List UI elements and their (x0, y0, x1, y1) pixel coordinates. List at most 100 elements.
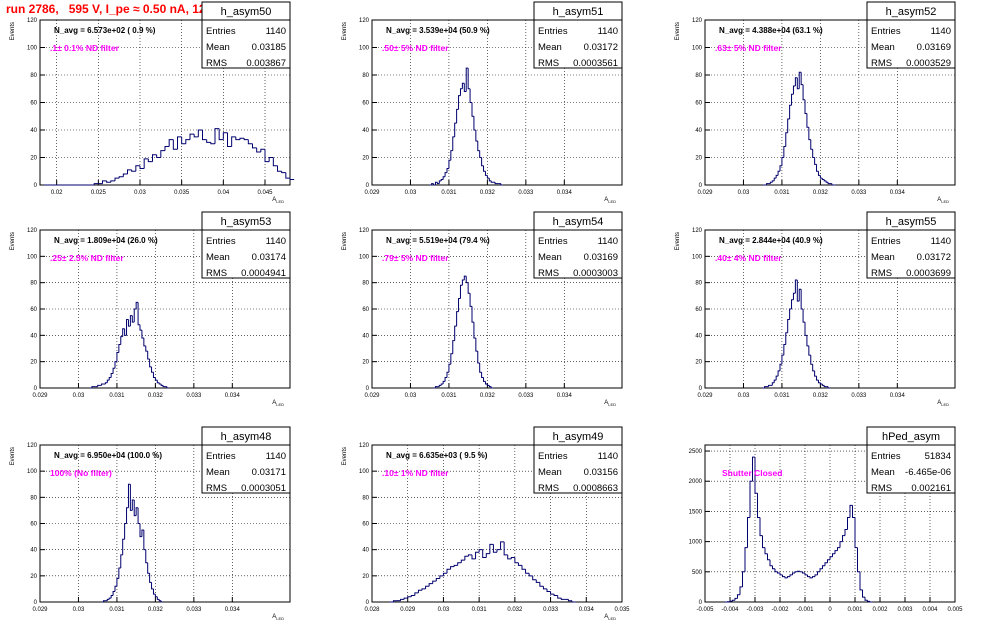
histogram-bin (122, 328, 125, 337)
stats-key: Mean (871, 42, 895, 53)
stats-value: 1140 (266, 26, 286, 37)
histogram-bin (428, 583, 433, 587)
x-tick-label: 0.029 (364, 190, 380, 196)
histogram-bin (475, 130, 478, 142)
histogram-bin (806, 335, 809, 347)
histogram-bin (118, 567, 121, 579)
y-axis-title: Events (10, 232, 16, 250)
histogram-h_asym50: 0.02 0.025 0.03 0.035 0.04 0.045 0 20 40 60 80 100 1… (10, 1, 295, 204)
histogram-bin (164, 146, 170, 151)
n-avg-label: N_avg = 6.573e+02 ( 0.9 %) (54, 26, 156, 35)
x-tick-label: 0.03 (738, 190, 750, 196)
histogram-bin (91, 386, 94, 388)
histogram-bin (822, 565, 825, 569)
y-tick-label: 0 (34, 600, 38, 606)
histogram-bin (151, 366, 154, 373)
histogram-bin (454, 325, 457, 341)
histogram-bin (145, 345, 148, 352)
histogram-bin (507, 554, 512, 560)
histogram-bin (494, 182, 497, 185)
histogram-bin (742, 571, 745, 587)
histogram-bin (787, 576, 790, 578)
stats-key: Mean (206, 42, 230, 53)
stats-box (201, 19, 291, 69)
histogram-bin (139, 523, 142, 538)
stats-value: 0.03171 (252, 467, 286, 478)
histogram-bin (819, 568, 823, 572)
x-tick-label: 0.034 (225, 607, 241, 613)
y-tick-label: 0 (699, 183, 703, 189)
stats-key: RMS (871, 483, 892, 494)
histogram-bin (101, 383, 104, 386)
x-tick-label: 0.033 (518, 190, 534, 196)
histogram-bin (114, 177, 120, 181)
x-tick-label: 0.034 (557, 393, 573, 399)
histogram-bin (141, 529, 144, 537)
x-axis-title: ALED (272, 400, 284, 407)
histogram-bin (792, 292, 796, 300)
histogram-bin (488, 178, 492, 182)
x-axis-title: ALED (604, 400, 616, 407)
n-avg-label: N_avg = 3.539e+04 (50.9 %) (386, 26, 490, 35)
y-tick-label: 60 (362, 307, 369, 313)
histogram-bin (116, 351, 119, 362)
histogram-bin (844, 529, 848, 536)
histogram-bin (807, 574, 810, 578)
y-tick-label: 60 (695, 101, 702, 107)
histogram-bin (454, 122, 457, 137)
x-axis-title: ALED (272, 197, 284, 204)
y-tick-label: 40 (30, 333, 37, 339)
histogram-bin (481, 157, 484, 167)
y-tick-label: 60 (30, 101, 37, 107)
x-tick-label: 0.032 (148, 393, 164, 399)
stats-key: Mean (538, 42, 562, 53)
stats-value: 1140 (598, 451, 618, 462)
histogram-bin (231, 136, 236, 147)
histogram-bin (459, 88, 463, 96)
histogram-bin (814, 370, 817, 377)
histogram-bin (440, 179, 444, 181)
x-tick-label: 0.045 (257, 190, 273, 196)
stats-title: hPed_asym (882, 431, 940, 443)
histogram-bin (782, 574, 785, 578)
histogram-bin (852, 505, 855, 518)
histogram-bin (222, 132, 228, 140)
histogram-bin (425, 585, 430, 589)
histogram-bin (469, 88, 472, 103)
stats-box (866, 229, 956, 279)
x-tick-label: 0.034 (557, 190, 573, 196)
histogram-bin (485, 553, 490, 558)
y-tick-label: 120 (27, 18, 38, 24)
histogram-bin (193, 134, 199, 138)
histogram-bin (102, 600, 106, 602)
histogram-bin (732, 599, 735, 602)
histogram-bin (784, 576, 788, 579)
stats-value: 1140 (598, 236, 618, 247)
histogram-bin (771, 382, 775, 386)
x-tick-label: 0.032 (480, 393, 496, 399)
histogram-bin (842, 535, 845, 542)
filter-label: .40± 4% ND filter (715, 253, 782, 263)
histogram-bin (859, 571, 863, 591)
histogram-bin (791, 93, 794, 106)
stats-key: RMS (871, 268, 892, 279)
histogram-bin (553, 594, 558, 596)
stats-key: Entries (538, 26, 568, 37)
histogram-bin (812, 149, 815, 158)
x-tick-label: 0.031 (109, 393, 125, 399)
histogram-bin (471, 306, 474, 323)
histogram-bin (202, 130, 207, 141)
y-tick-label: 20 (30, 360, 37, 366)
x-tick-label: 0.031 (109, 607, 125, 613)
filter-label: .50± 5% ND filter (382, 43, 449, 53)
histogram-bin (160, 150, 165, 158)
histogram-bin (135, 165, 140, 172)
x-tick-label: -0.003 (746, 607, 764, 613)
y-tick-label: 80 (30, 281, 37, 287)
histogram-bin (796, 280, 800, 302)
histogram-bin (452, 340, 455, 354)
x-tick-label: 0.032 (813, 393, 829, 399)
x-tick-label: 0.029 (32, 393, 48, 399)
histogram-bin (490, 386, 494, 389)
